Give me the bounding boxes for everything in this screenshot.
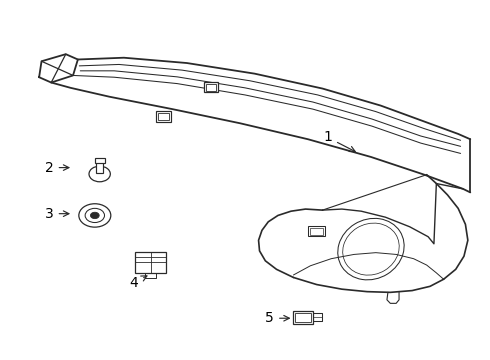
Text: 1: 1 (323, 130, 355, 152)
Bar (96, 161, 103, 172)
Text: 4: 4 (130, 276, 147, 290)
Bar (135, 252, 166, 273)
Bar (206, 84, 217, 91)
Circle shape (91, 212, 99, 219)
Text: 5: 5 (265, 311, 290, 325)
Circle shape (85, 208, 104, 222)
Bar (308, 226, 325, 237)
Text: 2: 2 (45, 161, 69, 175)
Bar (293, 311, 313, 324)
Bar (310, 228, 323, 235)
Circle shape (79, 204, 111, 227)
Text: 3: 3 (45, 207, 69, 221)
Bar (204, 82, 219, 92)
Bar (156, 111, 171, 122)
Bar (295, 313, 311, 322)
Bar (95, 158, 104, 163)
Bar (158, 113, 169, 120)
Circle shape (89, 166, 110, 182)
